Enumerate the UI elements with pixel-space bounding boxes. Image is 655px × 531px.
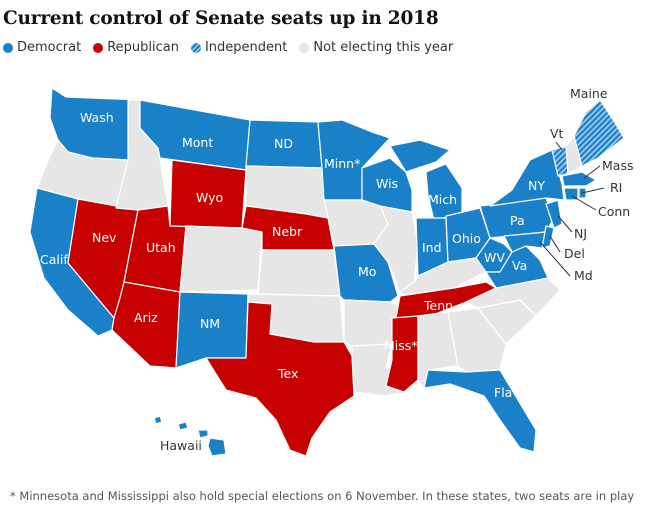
- label-utah: Utah: [146, 240, 176, 255]
- legend-label-independent: Independent: [204, 40, 288, 55]
- label-nj: NJ: [574, 226, 587, 241]
- label-vt: Vt: [550, 126, 564, 141]
- label-tex: Tex: [277, 366, 298, 381]
- republican-swatch: [93, 42, 104, 53]
- state-hawaii-oahu: [177, 421, 189, 431]
- label-ohio: Ohio: [452, 231, 481, 246]
- label-nebr: Nebr: [272, 224, 303, 239]
- leader-conn: [571, 195, 597, 211]
- label-nm: NM: [200, 316, 220, 331]
- legend-label-democrat: Democrat: [17, 40, 82, 55]
- label-wis: Wis: [376, 176, 398, 191]
- independent-swatch: [190, 42, 201, 53]
- leader-ri: [581, 187, 605, 194]
- label-wyo: Wyo: [196, 190, 223, 205]
- label-ariz: Ariz: [134, 310, 158, 325]
- footnote: * Minnesota and Mississippi also hold sp…: [10, 489, 635, 503]
- state-new-jersey: [545, 199, 563, 229]
- label-miss: Miss*: [384, 338, 418, 353]
- label-nd: ND: [274, 136, 293, 151]
- leader-del: [549, 235, 561, 253]
- state-colorado: [179, 225, 263, 293]
- state-hawaii-big-island: [207, 437, 227, 457]
- state-virginia: [485, 245, 549, 289]
- label-va: Va: [512, 258, 527, 273]
- label-mo: Mo: [358, 264, 376, 279]
- state-texas: [205, 301, 355, 457]
- label-wv: WV: [484, 250, 505, 265]
- state-michigan-upper: [389, 139, 451, 173]
- state-hawaii-maui: [197, 429, 209, 439]
- label-md: Md: [574, 268, 593, 283]
- label-mont: Mont: [182, 135, 213, 150]
- label-tenn: Tenn: [423, 298, 453, 313]
- legend-item-republican: Republican: [93, 40, 179, 55]
- democrat-swatch: [3, 42, 13, 53]
- legend-item-independent: Independent: [190, 40, 288, 55]
- leader-md: [539, 241, 571, 277]
- label-minn: Minn*: [324, 156, 360, 171]
- label-mass: Mass: [602, 158, 633, 173]
- state-arizona: [111, 281, 181, 369]
- legend-label-not-electing: Not electing this year: [313, 40, 454, 55]
- leader-mass: [583, 165, 601, 179]
- label-maine: Maine: [570, 86, 608, 101]
- label-hawaii: Hawaii: [160, 438, 202, 453]
- label-nev: Nev: [92, 230, 117, 245]
- state-maine: [573, 99, 625, 167]
- map-svg: Wash Mont ND Minn* Wis Mich NY Pa Ohio I…: [29, 86, 633, 457]
- state-maryland: [503, 231, 547, 253]
- state-kansas: [257, 249, 341, 297]
- label-ri: RI: [610, 180, 622, 195]
- leader-nj: [557, 215, 573, 233]
- state-new-york: [489, 149, 565, 207]
- leader-vt: [555, 141, 563, 151]
- label-ind: Ind: [422, 240, 442, 255]
- state-hawaii-kauai: [153, 415, 163, 425]
- state-florida: [423, 369, 537, 453]
- label-conn: Conn: [598, 204, 630, 219]
- legend-item-not-electing: Not electing this year: [299, 40, 453, 55]
- legend-item-democrat: Democrat: [3, 40, 81, 55]
- state-delaware: [541, 225, 555, 249]
- us-senate-map: Wash Mont ND Minn* Wis Mich NY Pa Ohio I…: [0, 64, 655, 479]
- label-mich: Mich: [428, 192, 457, 207]
- state-wisconsin: [361, 157, 413, 213]
- label-ny: NY: [528, 178, 545, 193]
- not-electing-swatch: [299, 42, 310, 53]
- label-wash: Wash: [80, 110, 114, 125]
- legend-label-republican: Republican: [107, 40, 179, 55]
- label-fla: Fla: [494, 385, 512, 400]
- label-pa: Pa: [510, 213, 525, 228]
- label-del: Del: [564, 246, 585, 261]
- page-title: Current control of Senate seats up in 20…: [3, 8, 439, 29]
- legend: Democrat Republican Independent Not elec…: [3, 40, 459, 55]
- label-calif: Calif: [40, 252, 68, 267]
